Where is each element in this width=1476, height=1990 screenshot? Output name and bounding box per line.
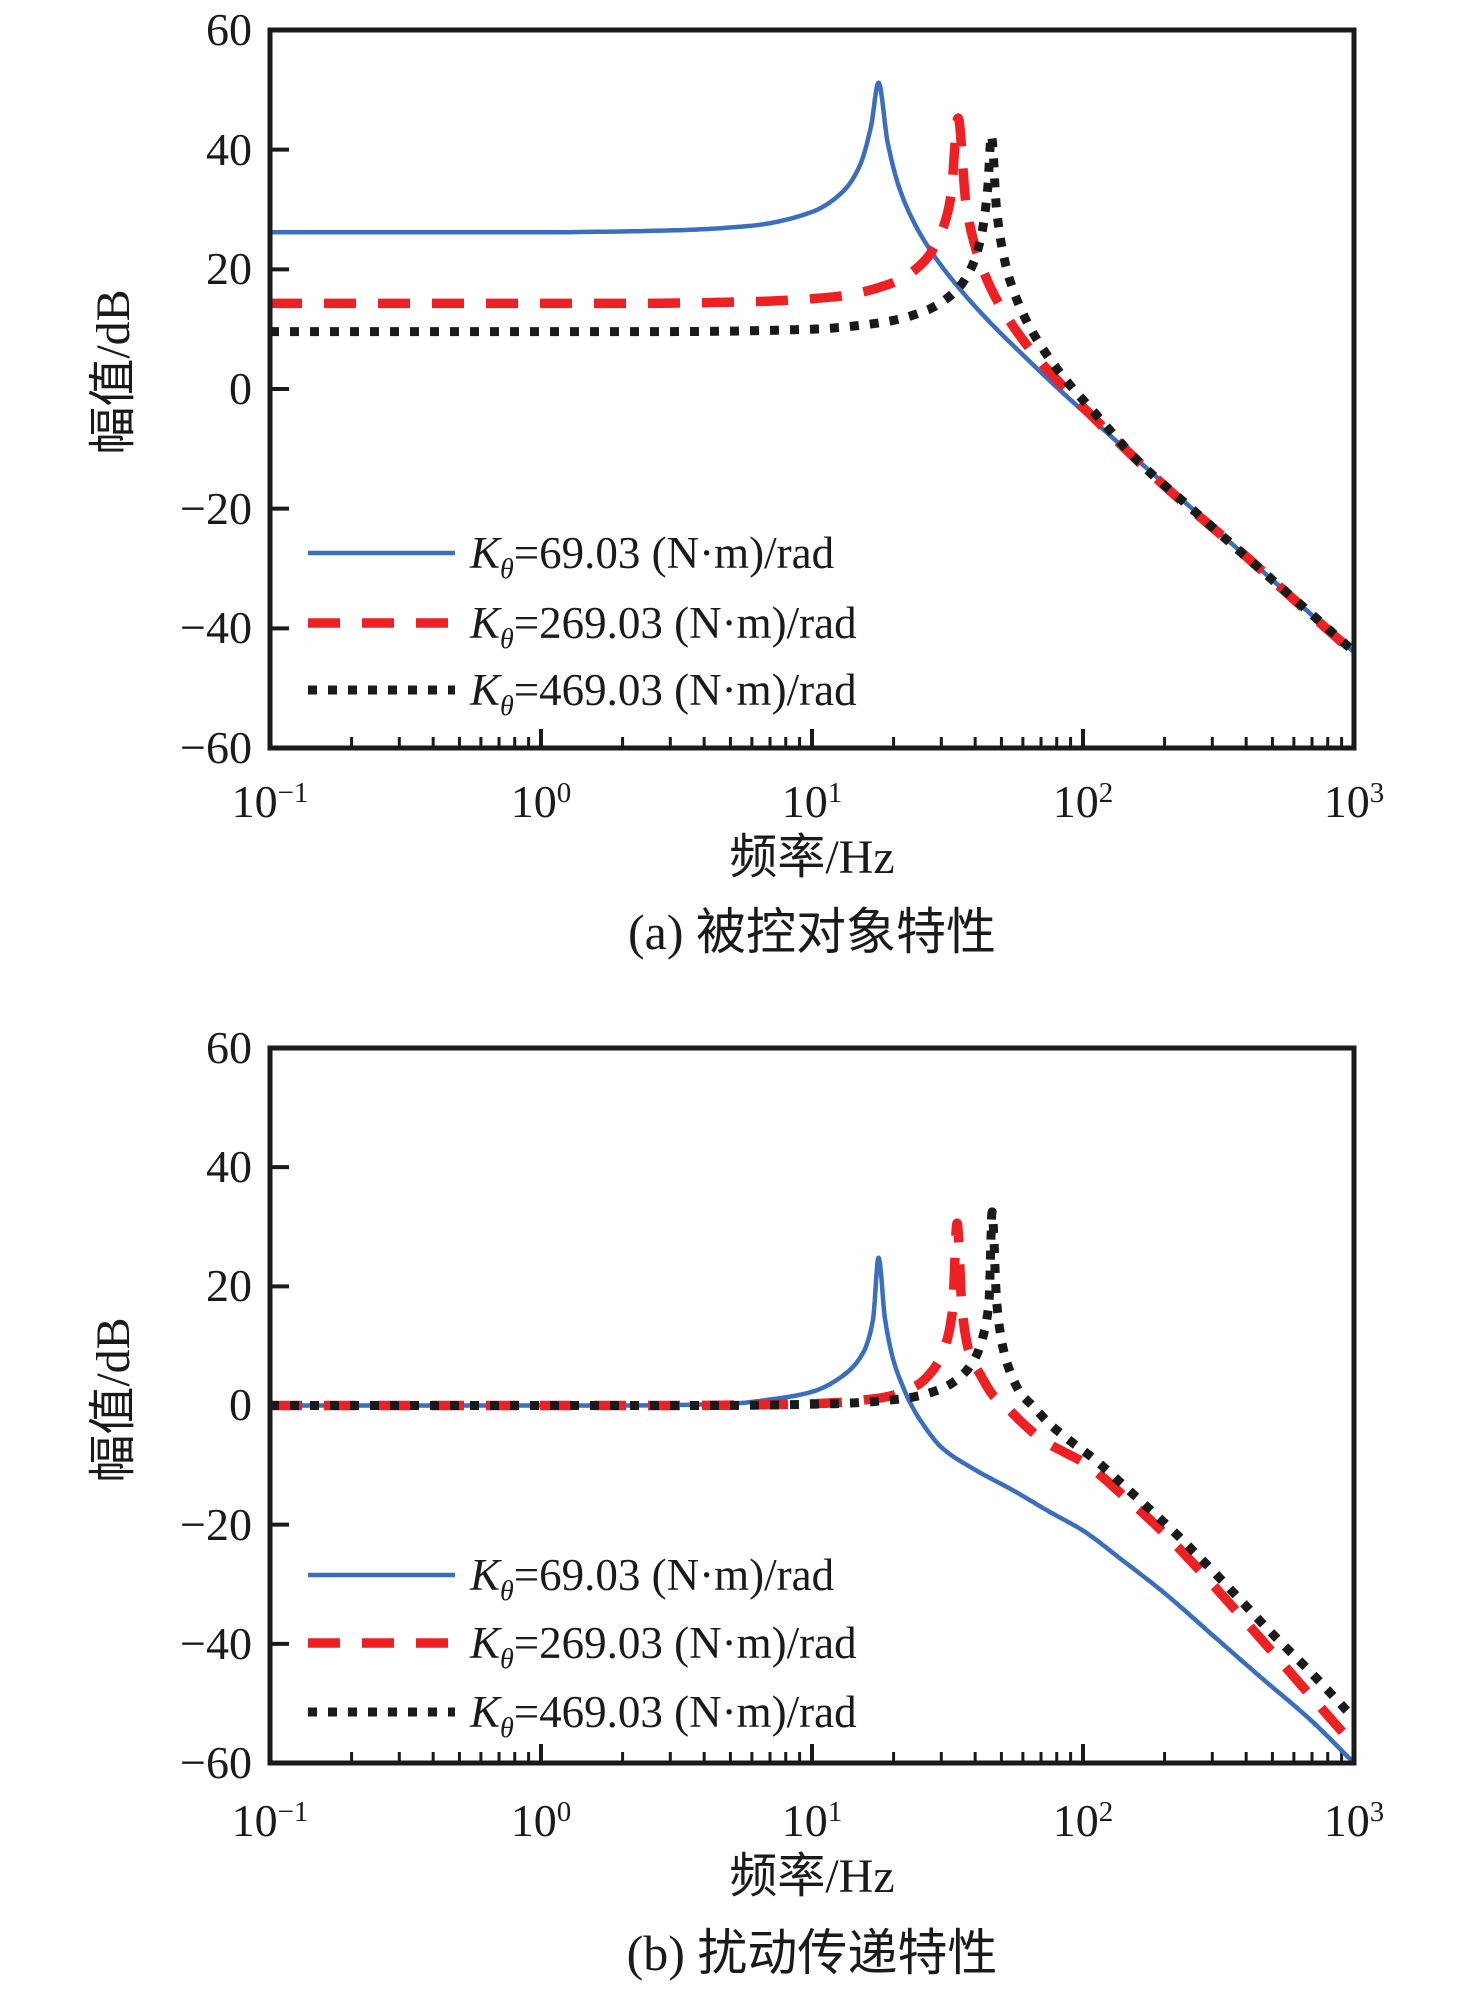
y-tick-label: −60 <box>180 722 252 773</box>
panel-caption: (a) 被控对象特性 <box>628 904 996 960</box>
y-tick-label: 0 <box>229 1379 252 1430</box>
curve-dashed-k269.03 <box>270 1218 1354 1749</box>
legend-value-text: =469.03 (N·m)/rad <box>513 665 857 715</box>
plot-frame <box>267 1045 1357 1766</box>
y-tick-label: 40 <box>206 124 252 175</box>
legend-k-subscript: θ <box>500 624 514 655</box>
y-tick-label: 60 <box>206 1022 252 1073</box>
legend-value-text: =469.03 (N·m)/rad <box>513 1687 857 1737</box>
y-axis-title: 幅值/dB <box>87 289 140 455</box>
legend-k-symbol: K <box>470 665 501 715</box>
legend-k-subscript: θ <box>500 691 514 722</box>
legend-k-symbol: K <box>470 1618 501 1668</box>
legend-item-label: Kθ=469.03 (N·m)/rad <box>470 1687 857 1743</box>
plot-frame <box>267 27 1357 751</box>
x-tick-label: 100 <box>510 776 572 827</box>
legend-k-subscript: θ <box>500 1713 514 1744</box>
legend-k-symbol: K <box>470 1550 501 1600</box>
x-tick-label: 102 <box>1052 776 1114 827</box>
y-tick-label: 20 <box>206 1260 252 1311</box>
y-tick-label: −60 <box>180 1737 252 1788</box>
x-tick-label: 101 <box>781 1795 843 1846</box>
legend-k-subscript: θ <box>500 1576 514 1607</box>
legend-k-symbol: K <box>470 598 501 648</box>
curve-solid-k69.03 <box>270 1255 1354 1763</box>
x-axis-title: 频率/Hz <box>729 1850 895 1903</box>
y-axis-title: 幅值/dB <box>87 1317 140 1483</box>
legend-item-label: Kθ=69.03 (N·m)/rad <box>470 528 835 584</box>
y-tick-label: 60 <box>206 4 252 55</box>
legend-k-subscript: θ <box>500 554 514 585</box>
curve-dotted-k469.03 <box>270 1207 1354 1722</box>
panel-caption: (b) 扰动传递特性 <box>626 1925 998 1981</box>
legend-item-label: Kθ=269.03 (N·m)/rad <box>470 1618 857 1674</box>
x-tick-label: 101 <box>781 776 843 827</box>
legend-item-label: Kθ=469.03 (N·m)/rad <box>470 665 857 721</box>
curve-dashed-k269.03 <box>270 113 1354 657</box>
x-tick-label: 103 <box>1323 776 1385 827</box>
y-tick-label: −20 <box>180 483 252 534</box>
x-tick-label: 10−1 <box>231 1795 309 1846</box>
legend-k-symbol: K <box>470 1687 501 1737</box>
y-tick-label: −40 <box>180 602 252 653</box>
legend-value-text: =69.03 (N·m)/rad <box>513 528 835 578</box>
x-axis-title: 频率/Hz <box>729 831 895 884</box>
legend-k-symbol: K <box>470 528 501 578</box>
y-tick-label: 40 <box>206 1141 252 1192</box>
y-tick-label: −40 <box>180 1618 252 1669</box>
y-tick-label: −20 <box>180 1499 252 1550</box>
x-tick-label: 102 <box>1052 1795 1114 1846</box>
curve-dotted-k469.03 <box>270 130 1354 656</box>
legend-item-label: Kθ=69.03 (N·m)/rad <box>470 1550 835 1606</box>
y-tick-label: 0 <box>229 363 252 414</box>
legend-value-text: =69.03 (N·m)/rad <box>513 1550 835 1600</box>
x-tick-label: 103 <box>1323 1795 1385 1846</box>
legend-value-text: =269.03 (N·m)/rad <box>513 1618 857 1668</box>
y-tick-label: 20 <box>206 243 252 294</box>
legend-value-text: =269.03 (N·m)/rad <box>513 598 857 648</box>
legend-k-subscript: θ <box>500 1644 514 1675</box>
x-tick-label: 10−1 <box>231 776 309 827</box>
x-tick-label: 100 <box>510 1795 572 1846</box>
legend-item-label: Kθ=269.03 (N·m)/rad <box>470 598 857 654</box>
